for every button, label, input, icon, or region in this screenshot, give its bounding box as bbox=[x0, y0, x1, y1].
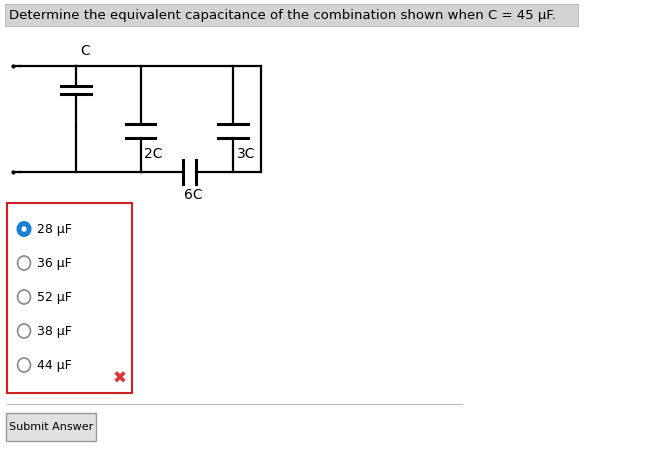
Circle shape bbox=[18, 358, 31, 372]
Text: 44 μF: 44 μF bbox=[37, 359, 72, 371]
Text: 36 μF: 36 μF bbox=[37, 256, 72, 269]
FancyBboxPatch shape bbox=[7, 203, 132, 393]
Circle shape bbox=[18, 256, 31, 270]
Text: 2C: 2C bbox=[144, 147, 163, 161]
FancyBboxPatch shape bbox=[7, 413, 96, 441]
Text: 3C: 3C bbox=[237, 147, 255, 161]
Text: 52 μF: 52 μF bbox=[37, 290, 72, 304]
Text: Determine the equivalent capacitance of the combination shown when C = 45 μF.: Determine the equivalent capacitance of … bbox=[9, 9, 556, 22]
Text: 38 μF: 38 μF bbox=[37, 325, 72, 338]
Circle shape bbox=[22, 226, 27, 232]
Text: ✖: ✖ bbox=[112, 370, 126, 388]
Text: 28 μF: 28 μF bbox=[37, 223, 72, 235]
FancyBboxPatch shape bbox=[5, 4, 578, 26]
Circle shape bbox=[18, 290, 31, 304]
Circle shape bbox=[18, 324, 31, 338]
Text: C: C bbox=[80, 44, 90, 58]
Text: Submit Answer: Submit Answer bbox=[9, 422, 93, 432]
Circle shape bbox=[18, 222, 31, 236]
Text: 6C: 6C bbox=[184, 188, 203, 202]
